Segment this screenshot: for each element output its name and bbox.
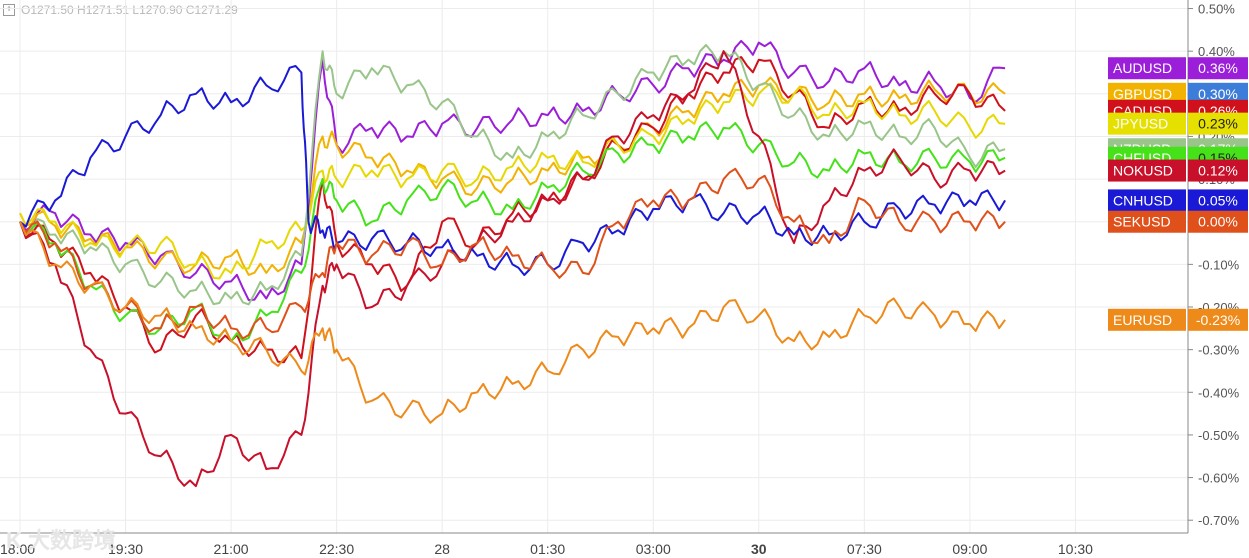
x-tick-label: 10:30	[1058, 541, 1093, 557]
legend-tag-value: 0.00%	[1198, 214, 1238, 230]
legend-tag-bg	[1108, 308, 1186, 331]
y-tick-label: 0.50%	[1198, 2, 1235, 17]
series-line-sekusd	[19, 167, 1006, 340]
legend-tag-bg	[1108, 159, 1186, 182]
legend-tag-value: 0.36%	[1198, 60, 1238, 76]
ohlc-readout: + O1271.50 H1271.51 L1270.90 C1271.29	[3, 3, 238, 17]
x-tick-label: 03:00	[636, 541, 671, 557]
ohlc-text: O1271.50 H1271.51 L1270.90 C1271.29	[21, 3, 238, 17]
legend-tag-bg	[1108, 189, 1186, 212]
x-tick-label: 30	[751, 541, 767, 557]
y-tick-label: 0.40%	[1198, 44, 1235, 59]
legend-tag-bg	[1108, 112, 1186, 135]
series-line-cnhusd	[19, 65, 1006, 276]
legend-tag-name: AUDUSD	[1113, 60, 1172, 76]
x-tick-label: 07:30	[847, 541, 882, 557]
legend-value-bg	[1188, 82, 1248, 105]
series-line-chfusd	[19, 121, 1006, 343]
legend-tag-name: SEKUSD	[1113, 214, 1171, 230]
legend-tag-value: 0.05%	[1198, 192, 1238, 208]
watermark-logo: K 大数跨境	[6, 528, 117, 553]
x-tick-label: 19:30	[108, 541, 143, 557]
series-line-audusd	[19, 39, 1006, 302]
expand-toggle-icon[interactable]: +	[3, 4, 15, 16]
legend-value-bg	[1188, 159, 1248, 182]
legend-tag-name: CNHUSD	[1113, 192, 1173, 208]
y-tick-label: -0.70%	[1198, 513, 1240, 528]
y-tick-label: -0.50%	[1198, 428, 1240, 443]
y-tick-label: -0.60%	[1198, 471, 1240, 486]
x-tick-label: 09:00	[952, 541, 987, 557]
x-tick-label: 01:30	[530, 541, 565, 557]
x-tick-label: 28	[434, 541, 450, 557]
legend-tag-nokusd: NOKUSD 0.12%	[1108, 159, 1248, 182]
legend-tag-bg	[1108, 82, 1186, 105]
legend-tag-jpyusd: JPYUSD 0.23%	[1108, 112, 1248, 135]
legend-tag-cnhusd: CNHUSD 0.05%	[1108, 189, 1248, 212]
legend-tag-bg	[1108, 210, 1186, 233]
legend-value-bg	[1188, 57, 1248, 80]
y-tick-label: -0.30%	[1198, 343, 1240, 358]
legend-value-bg	[1188, 210, 1248, 233]
series-line-nokusd	[19, 50, 1006, 488]
legend-tag-value: 0.12%	[1198, 163, 1238, 179]
series-line-cadusd	[19, 56, 1006, 364]
x-tick-label: 22:30	[319, 541, 354, 557]
legend-tag-bg	[1108, 57, 1186, 80]
legend-tag-name: JPYUSD	[1113, 116, 1168, 132]
legend-tag-value: 0.30%	[1198, 86, 1238, 102]
series-line-gbpusd	[19, 76, 1006, 276]
series-line-jpyusd	[19, 82, 1006, 280]
legend-tag-name: NOKUSD	[1113, 163, 1173, 179]
legend-tag-gbpusd: GBPUSD 0.30%	[1108, 82, 1248, 105]
series-line-eurusd	[19, 221, 1006, 424]
legend-tag-value: -0.23%	[1196, 312, 1240, 328]
x-tick-label: 21:00	[214, 541, 249, 557]
legend-tag-sekusd: SEKUSD 0.00%	[1108, 210, 1248, 233]
legend-value-bg	[1188, 189, 1248, 212]
y-tick-label: -0.10%	[1198, 257, 1240, 272]
legend-tag-name: GBPUSD	[1113, 86, 1172, 102]
x-tick-label: 18:00	[0, 541, 35, 557]
legend-tag-name: EURUSD	[1113, 312, 1172, 328]
y-tick-label: -0.40%	[1198, 385, 1240, 400]
legend-value-bg	[1188, 308, 1248, 331]
legend-value-bg	[1188, 112, 1248, 135]
series-line-nzdusd	[19, 44, 1006, 306]
grid	[0, 0, 1188, 533]
legend-tag-audusd: AUDUSD 0.36%	[1108, 57, 1248, 80]
legend-tag-value: 0.23%	[1198, 116, 1238, 132]
legend-tag-eurusd: EURUSD -0.23%	[1108, 308, 1248, 331]
